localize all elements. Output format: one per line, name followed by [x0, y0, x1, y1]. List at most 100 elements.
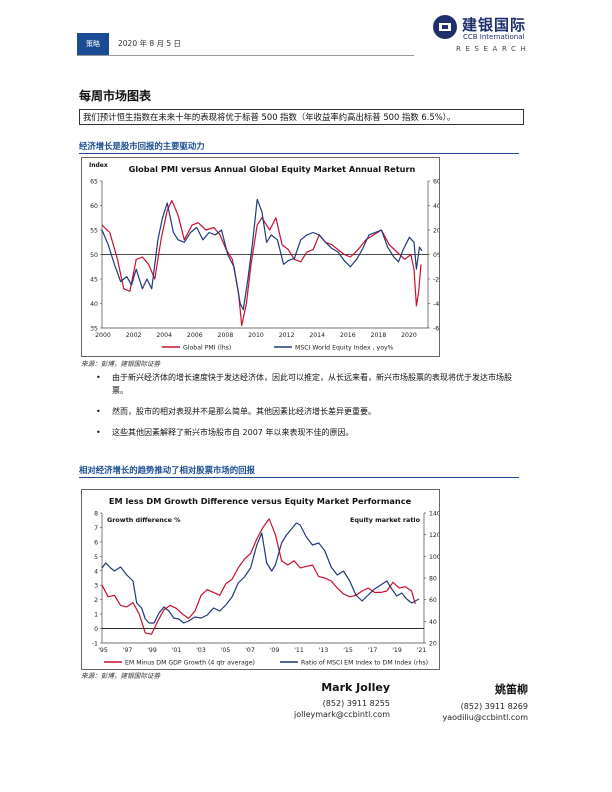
x-tick-label: '15 — [343, 647, 353, 654]
y-tick-label-right: 40% — [433, 203, 439, 210]
y-tick-label-left: 35 — [90, 326, 98, 333]
y-tick-label-right: 100 — [429, 554, 439, 561]
y-tick-label-left: 7 — [94, 525, 98, 532]
x-tick-label: '95 — [98, 647, 108, 654]
y-tick-label-left: 4 — [94, 568, 98, 575]
section1-divider — [79, 153, 519, 154]
logo-text-cn: 建银国际 — [462, 16, 527, 34]
y-tick-label-left: 2 — [94, 597, 98, 604]
y-tick-label-left: 5 — [94, 554, 98, 561]
bullet-dot-icon: • — [96, 373, 101, 382]
y-tick-label-right: 60% — [433, 179, 439, 186]
chart-title: Global PMI versus Annual Global Equity M… — [129, 164, 416, 174]
chart1-frame: Global PMI versus Annual Global Equity M… — [81, 157, 449, 357]
research-label: RESEARCH — [456, 45, 531, 53]
y-tick-label-right: 0% — [433, 252, 439, 259]
y-tick-label-left: 8 — [94, 511, 98, 518]
x-tick-label: '13 — [319, 647, 329, 654]
chart2-svg: EM less DM Growth Difference versus Equi… — [92, 496, 441, 666]
y-tick-label-right: 20 — [429, 641, 437, 648]
y-tick-label-right: -60% — [433, 326, 439, 333]
series-line-2 — [101, 522, 420, 624]
y-tick-label-left: 55 — [90, 228, 98, 235]
y-tick-label-right: -20% — [433, 277, 439, 284]
author-block-1: Mark Jolley (852) 3911 8255 jolleymark@c… — [190, 681, 390, 720]
y-axis-label-left: Index — [89, 162, 108, 169]
x-tick-label: 2016 — [340, 332, 356, 339]
section1-source: 来源：彭博，建银国际证券 — [81, 360, 161, 368]
legend-label: Global PMI (lhs) — [183, 344, 231, 351]
bullet-dot-icon: • — [96, 407, 101, 416]
section2-divider — [79, 477, 519, 478]
y-tick-label-right: 140 — [429, 511, 439, 518]
x-tick-label: 2008 — [218, 332, 234, 339]
x-tick-label: 2020 — [401, 332, 417, 339]
author-name: 姚笛柳 — [495, 683, 528, 696]
series-line-1 — [101, 199, 422, 327]
legend-label: MSCI World Equity Index , yoy% — [295, 344, 394, 351]
x-tick-label: 2002 — [126, 332, 142, 339]
section2-source: 来源：彭博，建银国际证券 — [81, 672, 161, 680]
x-tick-label: 2018 — [371, 332, 387, 339]
x-tick-label: '19 — [392, 647, 402, 654]
bullet-item: • 这些其他因素解释了新兴市场股市自 2007 年以来表现不佳的原因。 — [96, 426, 526, 439]
y-tick-label-left: 50 — [90, 252, 98, 259]
x-tick-label: 2000 — [95, 332, 111, 339]
y-tick-label-left: 3 — [94, 583, 98, 590]
x-tick-label: '21 — [417, 647, 427, 654]
author-phone: (852) 3911 8255 — [322, 699, 390, 708]
bullet-item: • 然而，股市的相对表现并不是那么简单。其他因素比经济增长差异更重要。 — [96, 405, 526, 418]
y-tick-label-left: 45 — [90, 277, 98, 284]
x-tick-label: '03 — [196, 647, 206, 654]
x-tick-label: '99 — [147, 647, 157, 654]
series-line-2 — [101, 198, 423, 311]
y-tick-label-left: -1 — [92, 641, 98, 648]
report-date: 2020 年 8 月 5 日 — [118, 39, 182, 48]
report-category-tag: 策略 — [77, 33, 109, 55]
y-tick-label-left: 0 — [94, 626, 98, 633]
x-tick-label: '17 — [368, 647, 378, 654]
y-tick-label-left: 40 — [90, 301, 98, 308]
y-tick-label-left: 60 — [90, 203, 98, 210]
y-tick-label-right: 20% — [433, 228, 439, 235]
x-tick-label: '07 — [245, 647, 255, 654]
y-tick-label-right: 120 — [429, 532, 439, 539]
x-tick-label: '01 — [172, 647, 182, 654]
author-name: Mark Jolley — [321, 681, 390, 694]
bullet-dot-icon: • — [96, 428, 101, 437]
x-tick-label: 2010 — [248, 332, 264, 339]
y-axis-label-right: Equity market ratio — [350, 516, 421, 524]
y-axis-label-left: Growth difference % — [107, 516, 181, 524]
y-tick-label-right: 80 — [429, 576, 437, 583]
author-phone: (852) 3911 8269 — [460, 702, 528, 711]
x-tick-label: '05 — [221, 647, 231, 654]
bullet-text: 然而，股市的相对表现并不是那么简单。其他因素比经济增长差异更重要。 — [112, 407, 376, 416]
bullet-text: 由于新兴经济体的增长速度快于发达经济体，因此可以推定，从长远来看，新兴市场股票的… — [112, 373, 512, 395]
section2-title: 相对经济增长的趋势推动了相对股票市场的回报 — [79, 465, 255, 475]
section1-title: 经济增长是股市回报的主要驱动力 — [79, 141, 205, 151]
bullet-list: • 由于新兴经济体的增长速度快于发达经济体，因此可以推定，从长远来看，新兴市场股票… — [96, 371, 526, 447]
y-tick-label-right: 40 — [429, 619, 437, 626]
author-email[interactable]: yaodiliu@ccbintl.com — [442, 713, 528, 722]
author-email[interactable]: jolleymark@ccbintl.com — [294, 710, 390, 719]
ccb-logo-icon — [433, 15, 457, 39]
chart-title: EM less DM Growth Difference versus Equi… — [109, 496, 412, 506]
logo-text-en: CCB International — [463, 33, 525, 41]
x-tick-label: 2014 — [309, 332, 325, 339]
header-divider — [77, 55, 414, 56]
x-tick-label: 2006 — [187, 332, 203, 339]
x-tick-label: '97 — [123, 647, 133, 654]
legend-label: EM Minus DM GDP Growth (4 qtr average) — [125, 659, 255, 666]
page-title: 每周市场图表 — [79, 89, 152, 103]
legend-label: Ratio of MSCI EM Index to DM Index (rhs) — [301, 659, 428, 666]
x-tick-label: '11 — [294, 647, 304, 654]
intro-summary: 我们预计恒生指数在未来十年的表现将优于标普 500 指数（年收益率约高出标普 5… — [79, 109, 524, 125]
chart2-frame: EM less DM Growth Difference versus Equi… — [81, 489, 441, 670]
x-tick-label: '09 — [270, 647, 280, 654]
series-line-1 — [101, 518, 416, 635]
y-tick-label-left: 1 — [94, 612, 98, 619]
y-tick-label-right: 60 — [429, 597, 437, 604]
x-tick-label: 2012 — [279, 332, 295, 339]
y-tick-label-right: -40% — [433, 301, 439, 308]
chart1-svg: Global PMI versus Annual Global Equity M… — [89, 162, 449, 351]
